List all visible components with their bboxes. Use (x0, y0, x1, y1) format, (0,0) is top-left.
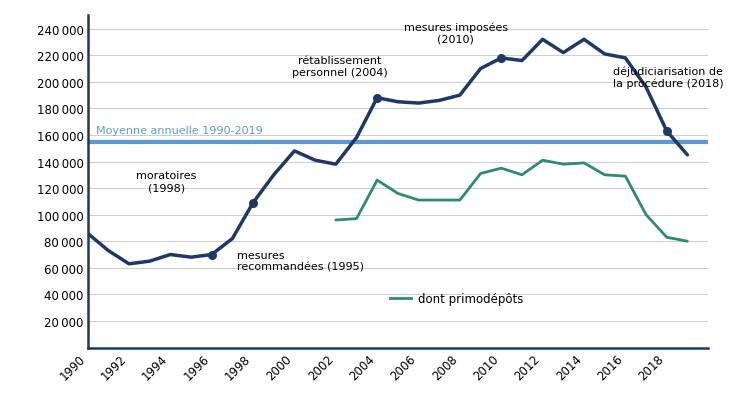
Text: Moyenne annuelle 1990-2019: Moyenne annuelle 1990-2019 (96, 126, 263, 136)
Text: mesures imposées
(2010): mesures imposées (2010) (404, 22, 508, 44)
Text: mesures
recommandées (1995): mesures recommandées (1995) (237, 250, 364, 272)
Text: rétablissement
personnel (2004): rétablissement personnel (2004) (292, 56, 388, 77)
Text: déjudiciarisation de
la procédure (2018): déjudiciarisation de la procédure (2018) (613, 67, 723, 89)
Text: moratoires
(1998): moratoires (1998) (136, 171, 196, 193)
Legend: dont primodépôts: dont primodépôts (385, 288, 529, 310)
